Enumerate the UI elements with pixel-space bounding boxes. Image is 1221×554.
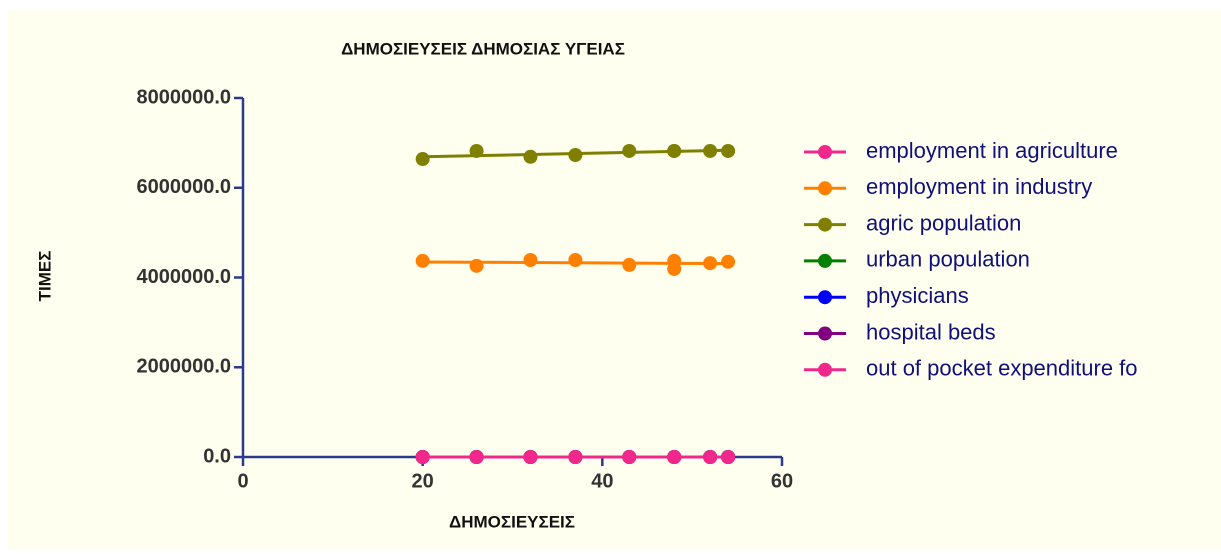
data-point — [415, 450, 430, 464]
data-point — [622, 450, 637, 464]
data-point — [469, 450, 484, 464]
legend-label: employment in industry — [866, 174, 1092, 199]
data-point — [667, 261, 682, 276]
legend-label: agric population — [866, 210, 1021, 235]
legend-marker — [818, 217, 832, 232]
data-point — [568, 147, 583, 162]
data-point — [469, 143, 484, 158]
data-point — [703, 450, 718, 464]
data-point — [703, 256, 718, 271]
data-point — [667, 143, 682, 158]
data-point — [415, 152, 430, 167]
data-point — [721, 143, 736, 158]
x-tick-label: 60 — [771, 470, 793, 492]
legend-label: urban population — [866, 247, 1030, 272]
y-tick-label: 2000000.0 — [136, 356, 231, 378]
data-point — [523, 450, 538, 464]
legend-label: out of pocket expenditure fo — [866, 356, 1138, 381]
legend-label: physicians — [866, 283, 969, 308]
data-point — [568, 252, 583, 267]
legend-marker — [818, 145, 832, 159]
y-tick-label: 6000000.0 — [136, 176, 231, 198]
x-tick-label: 20 — [412, 470, 434, 492]
data-point — [622, 257, 637, 272]
data-point — [568, 450, 583, 464]
data-point — [703, 143, 718, 158]
data-point — [721, 254, 736, 269]
y-axis-label: ΤΙΜΕΣ — [35, 251, 54, 302]
data-point — [667, 450, 682, 464]
y-tick-label: 4000000.0 — [136, 266, 231, 288]
y-tick-label: 8000000.0 — [136, 86, 231, 108]
legend-marker — [818, 181, 832, 196]
legend-marker — [818, 362, 832, 377]
legend-marker — [818, 253, 832, 268]
data-point — [523, 149, 538, 164]
y-tick-label: 0.0 — [203, 445, 231, 467]
chart-title: ΔΗΜΟΣΙΕΥΣΕΙΣ ΔΗΜΟΣΙΑΣ ΥΓΕΙΑΣ — [341, 39, 625, 58]
legend-marker — [818, 290, 832, 305]
data-point — [469, 258, 484, 273]
legend-label: employment in agriculture — [866, 138, 1118, 163]
x-tick-label: 40 — [591, 470, 613, 492]
x-tick-label: 0 — [237, 470, 248, 492]
data-point — [523, 252, 538, 267]
plot-background — [8, 10, 1221, 550]
data-point — [415, 253, 430, 268]
data-point — [622, 143, 637, 158]
legend-label: hospital beds — [866, 319, 996, 344]
data-point — [721, 450, 736, 464]
legend-marker — [818, 326, 832, 341]
x-axis-label: ΔΗΜΟΣΙΕΥΣΕΙΣ — [449, 512, 575, 531]
